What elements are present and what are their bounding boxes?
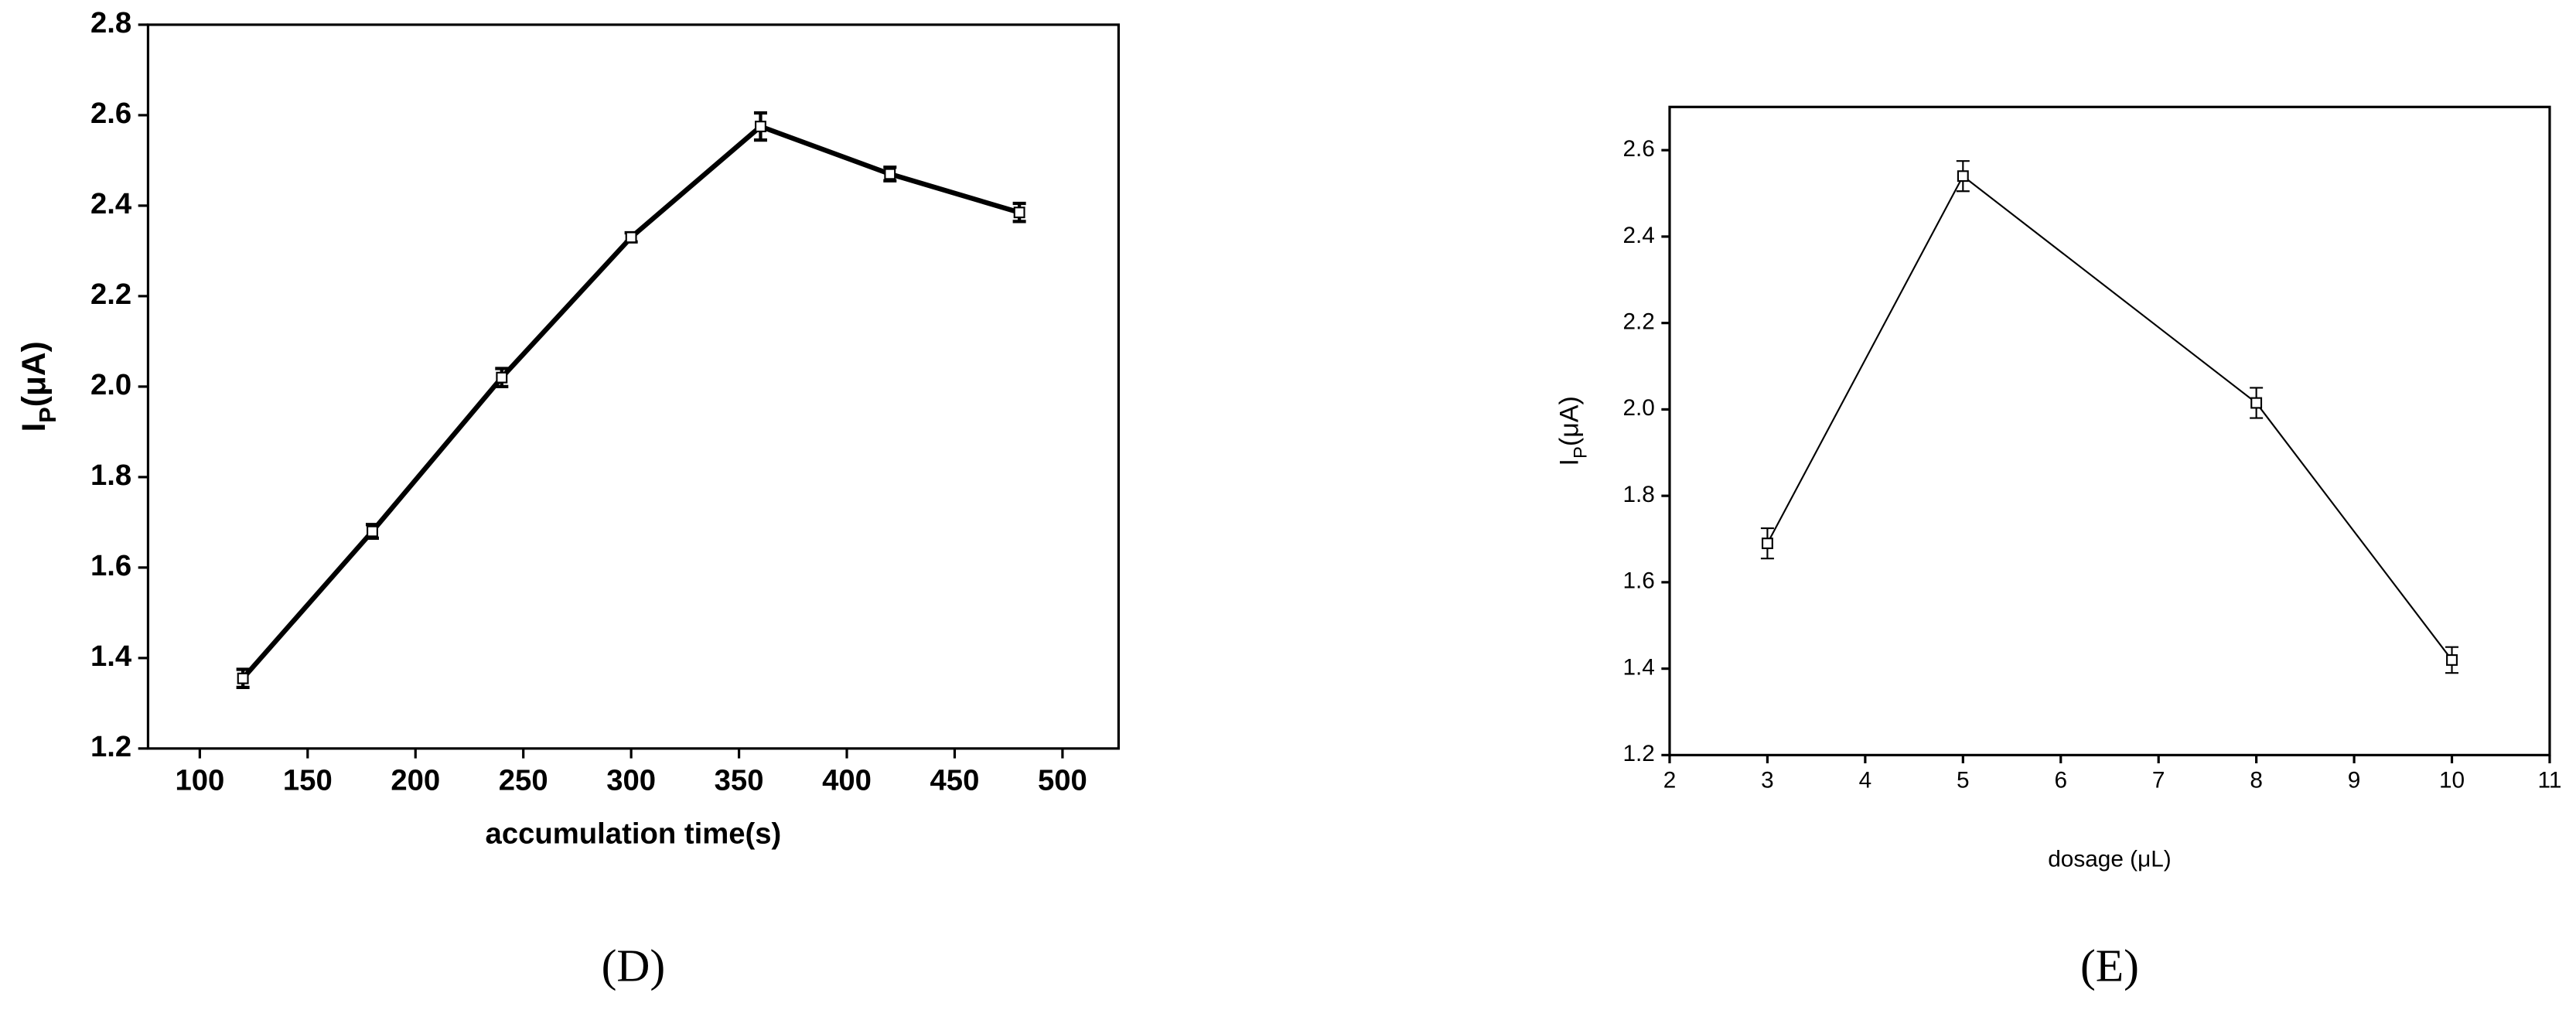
x-axis-label: dosage (μL): [2048, 846, 2171, 872]
y-tick-label: 2.0: [1622, 395, 1654, 421]
x-tick-label: 10: [2439, 768, 2465, 793]
y-tick-label: 2.6: [1622, 136, 1654, 162]
data-point: [1761, 537, 1773, 550]
caption: (D): [602, 940, 666, 991]
y-axis-label-part: (μA): [1554, 396, 1584, 446]
plot-frame: [1668, 105, 2551, 756]
plot-frame: [146, 23, 1121, 750]
y-axis-label: IP(μA): [1554, 396, 1591, 466]
y-axis-label-part: (μA): [15, 341, 53, 407]
x-tick-label: 9: [2348, 768, 2361, 793]
data-point: [1013, 206, 1025, 219]
data-line: [1766, 175, 2453, 661]
x-tick-label: 5: [1957, 768, 1970, 793]
caption: (E): [2080, 940, 2139, 991]
y-tick-label: 2.0: [90, 368, 131, 401]
y-tick-label: 2.8: [90, 6, 131, 39]
y-tick-label: 1.8: [1622, 482, 1654, 507]
y-tick-label: 1.6: [90, 549, 131, 582]
y-tick-label: 1.6: [1622, 568, 1654, 594]
data-point: [2250, 397, 2263, 409]
y-tick-label: 2.4: [1622, 223, 1654, 248]
data-point: [2446, 654, 2458, 666]
y-axis-label-part: P: [35, 407, 61, 422]
y-tick-label: 1.2: [90, 730, 131, 763]
x-tick-label: 4: [1859, 768, 1872, 793]
y-tick-label: 1.2: [1622, 741, 1654, 766]
x-tick-label: 400: [822, 763, 872, 797]
y-axis-label-part: P: [1570, 446, 1591, 459]
data-point: [367, 525, 378, 537]
x-tick-label: 3: [1761, 768, 1774, 793]
y-tick-label: 1.8: [90, 459, 131, 492]
y-tick-label: 2.2: [90, 278, 131, 311]
data-point: [237, 672, 249, 684]
y-axis-label-part: I: [15, 423, 53, 432]
y-tick-label: 1.4: [1622, 654, 1654, 680]
y-axis-label-part: I: [1554, 459, 1584, 466]
x-tick-label: 300: [606, 763, 656, 797]
x-tick-label: 2: [1663, 768, 1677, 793]
x-tick-label: 500: [1038, 763, 1087, 797]
x-tick-label: 11: [2538, 768, 2562, 793]
data-point: [755, 121, 766, 133]
x-axis-label: accumulation time(s): [486, 817, 782, 851]
y-tick-label: 2.2: [1622, 309, 1654, 335]
x-tick-label: 100: [175, 763, 224, 797]
x-tick-label: 8: [2250, 768, 2263, 793]
data-line: [241, 123, 1021, 681]
data-point: [496, 371, 508, 384]
x-tick-label: 200: [391, 763, 440, 797]
data-point: [884, 168, 896, 180]
x-tick-label: 6: [2054, 768, 2067, 793]
data-point: [1957, 170, 1969, 183]
y-axis-label: IP(μA): [15, 341, 61, 432]
x-tick-label: 7: [2152, 768, 2165, 793]
x-tick-label: 350: [715, 763, 764, 797]
x-tick-label: 450: [930, 763, 980, 797]
y-tick-label: 2.4: [90, 187, 132, 220]
y-tick-label: 1.4: [90, 640, 132, 673]
y-tick-label: 2.6: [90, 97, 131, 130]
data-point: [625, 231, 637, 244]
x-tick-label: 250: [499, 763, 548, 797]
x-tick-label: 150: [283, 763, 333, 797]
